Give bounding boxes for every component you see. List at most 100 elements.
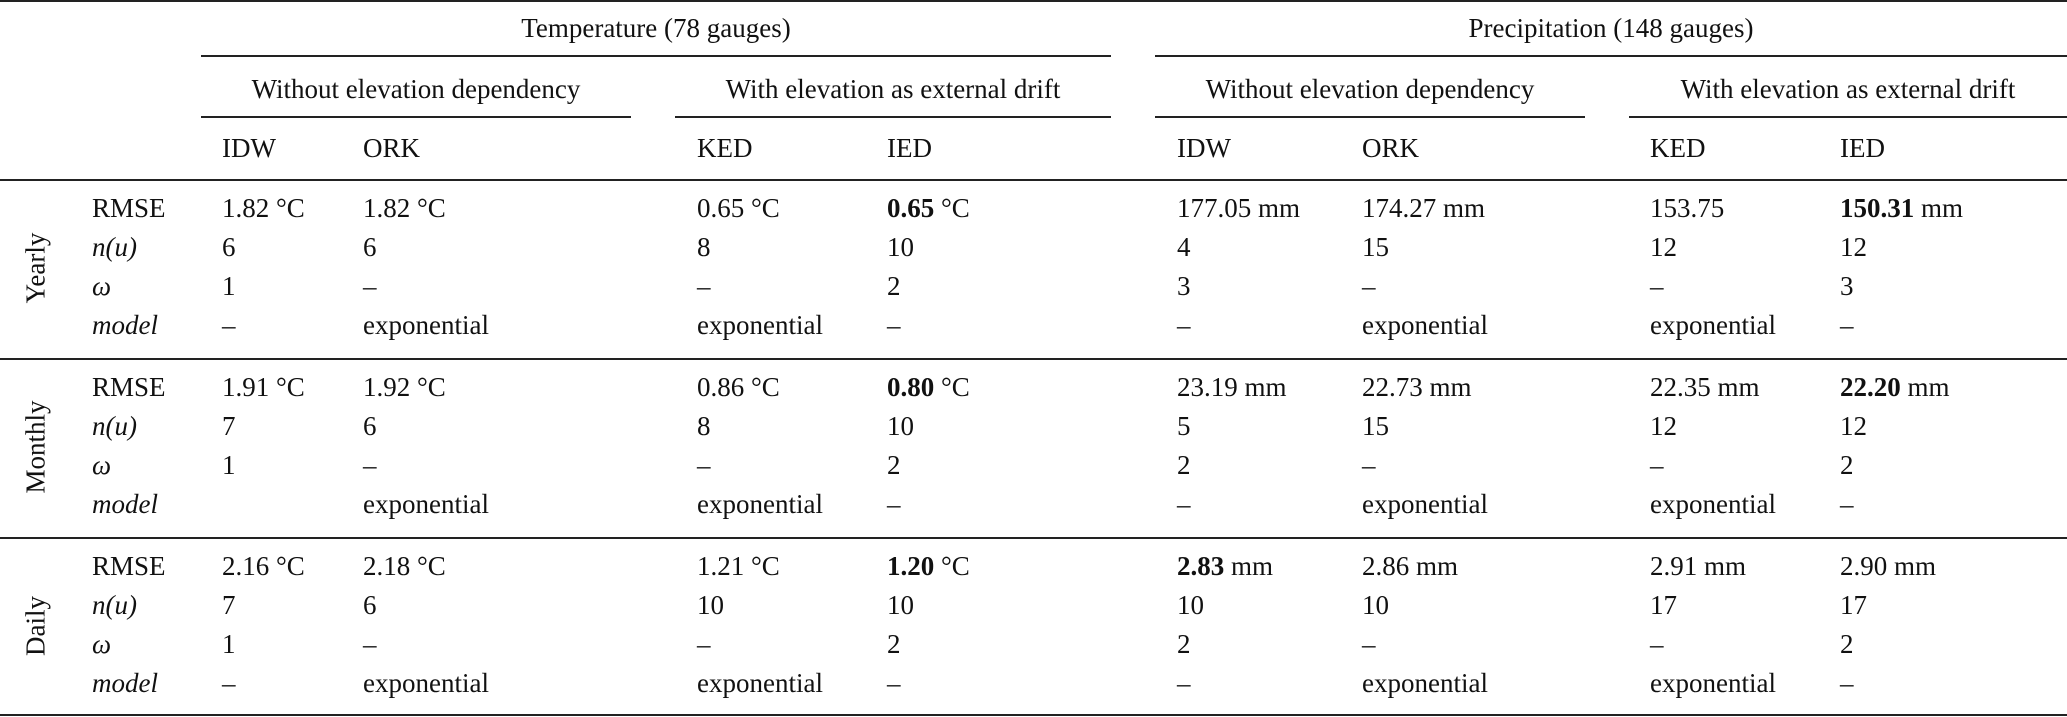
table-cell: – [697,270,711,302]
cell-value: 1.92 [363,372,411,402]
table-cell: exponential [1650,667,1776,699]
table-cell: 150.31 mm [1840,192,1963,224]
cell-value: 0.65 [697,193,745,223]
table-cell: – [1177,488,1191,520]
cell-value: 2 [1840,629,1854,659]
cell-value: 2.16 [222,551,270,581]
table-cell: – [1177,667,1191,699]
cell-unit: °C [934,372,970,402]
cell-value: 2.90 [1840,551,1888,581]
cell-value: 153.75 [1650,193,1725,223]
method-header: ORK [363,133,421,163]
table-cell: 10 [1177,589,1204,621]
table-cell: – [222,667,236,699]
cell-value: – [697,450,711,480]
cell-value: 2.86 [1362,551,1410,581]
table-cell: 22.35 mm [1650,371,1760,403]
cell-value: exponential [1650,310,1776,340]
cell-value: exponential [697,489,823,519]
cell-unit: °C [410,193,446,223]
row-label: RMSE [92,372,166,402]
table-cell: 0.65 °C [697,192,780,224]
cell-value: 12 [1840,411,1867,441]
group-header-temperature: Temperature (78 gauges) [521,13,791,43]
method-header: IDW [1177,133,1231,163]
table-cell: 5 [1177,410,1191,442]
cell-value: 15 [1362,411,1389,441]
table-cell: 8 [697,231,711,263]
cell-value: 2.91 [1650,551,1698,581]
cell-value: 17 [1840,590,1867,620]
cell-value: – [363,271,377,301]
table-cell: 2 [1177,628,1191,660]
section-label: Monthly [20,400,51,494]
table-cell: 12 [1840,231,1867,263]
cell-value: 7 [222,411,236,441]
subheader-prec-without: Without elevation dependency [1205,74,1535,104]
cell-unit: mm [1251,193,1301,223]
cell-value: 1.20 [887,551,935,581]
table-cell: 2.90 mm [1840,550,1936,582]
method-header: IDW [222,133,276,163]
cell-unit: °C [934,193,970,223]
cell-value: 6 [222,232,236,262]
cell-value: – [887,310,901,340]
cell-value: 10 [887,590,914,620]
cell-unit: mm [1237,372,1287,402]
top-rule [0,0,2067,2]
table-cell: 2 [1840,449,1854,481]
cell-value: 10 [1177,590,1204,620]
table-cell: exponential [1650,488,1776,520]
cell-value: 0.86 [697,372,745,402]
cell-value: 12 [1840,232,1867,262]
table-cell: 2.91 mm [1650,550,1746,582]
table-cell: 22.73 mm [1362,371,1472,403]
cell-value: – [1362,629,1376,659]
table-cell: exponential [1650,309,1776,341]
group-underline-temperature [201,55,1111,57]
table-cell: 10 [887,589,914,621]
subheader-temp-with: With elevation as external drift [725,74,1061,104]
cell-unit: mm [1436,193,1486,223]
cell-value: 2 [1177,629,1191,659]
table-cell: 3 [1177,270,1191,302]
table-cell: – [1840,667,1854,699]
cell-value: 10 [887,411,914,441]
cell-value: 0.65 [887,193,935,223]
table-cell: exponential [1362,667,1488,699]
table-cell: exponential [697,488,823,520]
cell-value: exponential [697,668,823,698]
table-cell: – [1840,309,1854,341]
group-underline-precipitation [1155,55,2067,57]
method-header: KED [697,133,753,163]
table-cell: 17 [1650,589,1677,621]
table-cell: – [363,270,377,302]
sub-underline-prec-without [1155,116,1585,118]
method-header: ORK [1362,133,1420,163]
table-cell: 12 [1840,410,1867,442]
cell-value: exponential [1650,668,1776,698]
cell-value: – [1362,271,1376,301]
cell-value: – [697,271,711,301]
table-cell: 10 [887,410,914,442]
table-cell: 23.19 mm [1177,371,1287,403]
cell-value: 22.73 [1362,372,1423,402]
row-label: n(u) [92,590,137,620]
cell-value: 22.20 [1840,372,1901,402]
table-cell: 22.20 mm [1840,371,1950,403]
sub-underline-temp-without [201,116,631,118]
table-cell: 10 [697,589,724,621]
table-cell: – [1362,628,1376,660]
section-label: Daily [20,596,51,656]
table-cell: 3 [1840,270,1854,302]
table-cell: 0.65 °C [887,192,970,224]
cell-value: – [1177,310,1191,340]
method-header: IED [1840,133,1885,163]
table-cell: – [222,309,236,341]
row-label: n(u) [92,411,137,441]
cell-value: – [1650,271,1664,301]
table-cell: 4 [1177,231,1191,263]
cell-value: exponential [1362,668,1488,698]
cell-unit: mm [1422,372,1472,402]
table-cell: 6 [363,589,377,621]
